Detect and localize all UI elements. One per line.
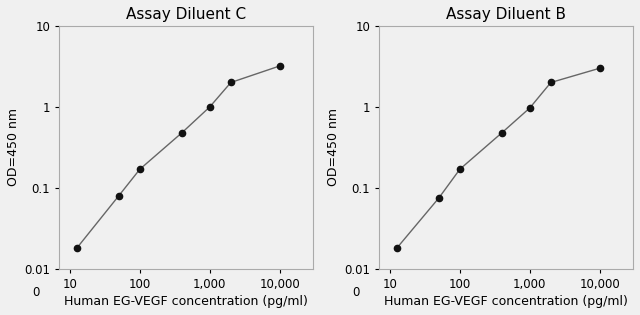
- Title: Assay Diluent B: Assay Diluent B: [446, 7, 566, 22]
- Y-axis label: OD=450 nm: OD=450 nm: [327, 108, 340, 186]
- Text: 0: 0: [353, 286, 360, 299]
- Title: Assay Diluent C: Assay Diluent C: [126, 7, 246, 22]
- X-axis label: Human EG-VEGF concentration (pg/ml): Human EG-VEGF concentration (pg/ml): [384, 295, 628, 308]
- Y-axis label: OD=450 nm: OD=450 nm: [7, 108, 20, 186]
- X-axis label: Human EG-VEGF concentration (pg/ml): Human EG-VEGF concentration (pg/ml): [64, 295, 308, 308]
- Text: 0: 0: [33, 286, 40, 299]
